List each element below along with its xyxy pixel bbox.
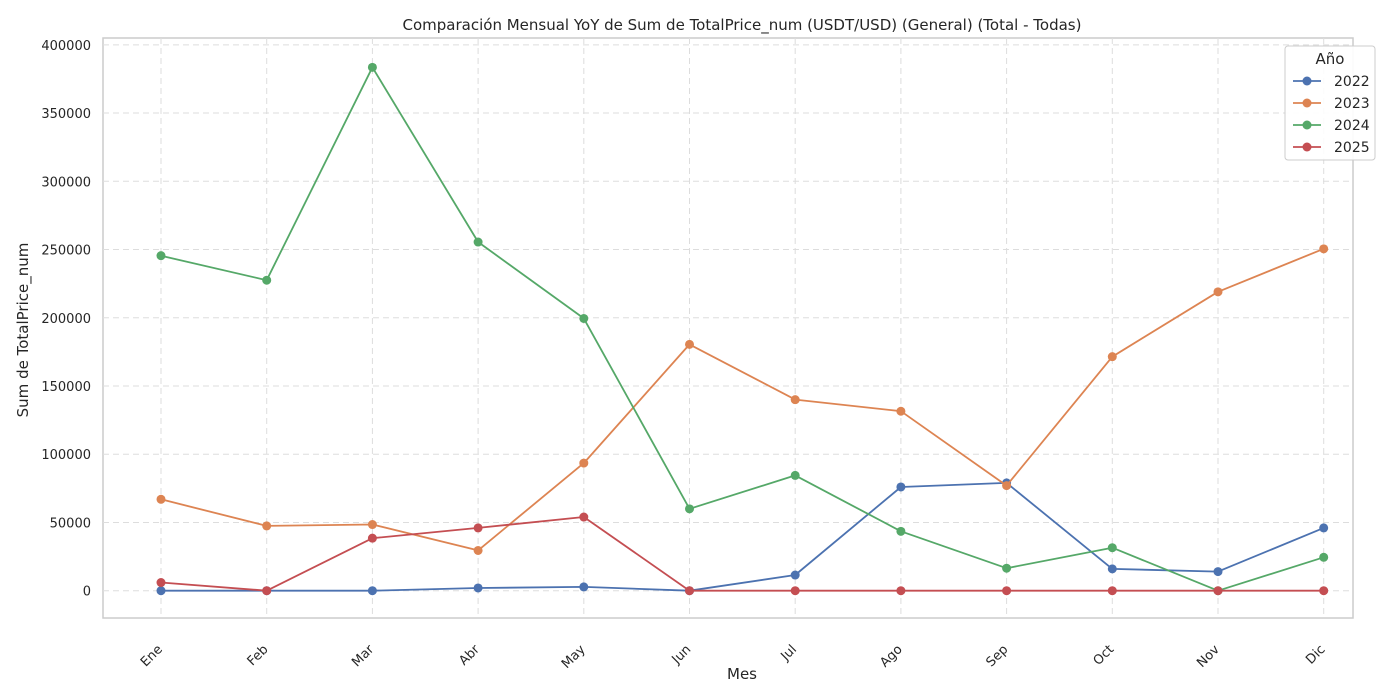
data-point-2022-Mar: [367, 586, 377, 596]
x-tick-label: Ene: [138, 642, 166, 670]
data-point-2023-Sep: [1002, 481, 1012, 491]
y-tick-label: 0: [83, 585, 91, 600]
y-tick-label: 400000: [41, 39, 91, 54]
x-axis-label: Mes: [727, 665, 757, 683]
x-tick-label: Dic: [1303, 642, 1328, 667]
legend-label: 2025: [1334, 140, 1370, 156]
legend-swatch-marker: [1302, 76, 1312, 86]
data-point-2025-May: [579, 512, 589, 522]
legend: Año 2022 2023 2024 2025: [1284, 45, 1376, 161]
data-point-2024-Feb: [262, 275, 272, 285]
data-point-2025-Jul: [790, 586, 800, 596]
data-point-2025-Nov: [1213, 586, 1223, 596]
data-point-2024-Ago: [896, 526, 906, 536]
data-point-2025-Ago: [896, 586, 906, 596]
y-tick-label: 100000: [41, 448, 91, 463]
x-tick-label: Jun: [669, 642, 695, 668]
data-point-2023-Dic: [1319, 244, 1329, 254]
x-tick-label: Nov: [1194, 642, 1223, 671]
legend-swatch-marker: [1302, 98, 1312, 108]
data-point-2025-Ene: [156, 578, 166, 588]
x-tick-label: Feb: [245, 642, 272, 669]
plot-area: [102, 37, 1354, 619]
data-point-2023-Mar: [367, 520, 377, 530]
data-point-2025-Dic: [1319, 586, 1329, 596]
series-line-2023: [160, 247, 1325, 552]
data-point-2022-Jul: [790, 570, 800, 580]
x-tick-label: Oct: [1091, 642, 1118, 669]
data-point-2023-Ago: [896, 406, 906, 416]
grid: [103, 38, 1353, 618]
data-point-2023-Jun: [685, 339, 694, 349]
data-point-2022-Ago: [896, 482, 906, 492]
y-axis-label: Sum de TotalPrice_num: [14, 243, 33, 418]
legend-box: [1284, 45, 1376, 161]
data-point-2023-Feb: [262, 521, 272, 531]
chart-title: Comparación Mensual YoY de Sum de TotalP…: [403, 16, 1082, 35]
x-tick-label: Mar: [349, 642, 377, 670]
series-2023: [156, 244, 1329, 555]
x-tick-label: Jul: [778, 642, 800, 664]
legend-label: 2023: [1334, 96, 1370, 112]
data-point-2023-Abr: [473, 545, 483, 555]
legend-label: 2022: [1334, 74, 1370, 90]
data-point-2023-Oct: [1107, 352, 1117, 362]
data-point-2023-May: [579, 458, 589, 468]
data-point-2025-Feb: [262, 586, 272, 596]
data-point-2025-Jun: [685, 586, 694, 596]
data-point-2025-Sep: [1002, 586, 1012, 596]
data-point-2022-Nov: [1213, 567, 1223, 577]
data-point-2024-Oct: [1107, 543, 1117, 553]
data-point-2024-Jun: [685, 504, 694, 514]
data-point-2024-Dic: [1319, 552, 1329, 562]
data-point-2024-Sep: [1002, 563, 1012, 573]
data-point-2023-Ene: [156, 494, 166, 504]
data-point-2023-Nov: [1213, 287, 1223, 297]
series-2025: [156, 512, 1329, 596]
y-tick-label: 350000: [41, 107, 91, 122]
data-point-2022-Oct: [1107, 564, 1117, 574]
data-point-2024-Mar: [367, 62, 377, 72]
series-line-2025: [160, 516, 1324, 592]
data-point-2025-Abr: [473, 523, 483, 533]
x-tick-label: Ago: [877, 642, 905, 670]
legend-swatch-marker: [1302, 120, 1312, 130]
y-tick-label: 50000: [50, 516, 91, 531]
data-point-2025-Oct: [1107, 586, 1117, 596]
data-point-2022-Dic: [1319, 523, 1329, 533]
legend-item-2022: 2022: [1293, 74, 1370, 90]
y-tick-label: 300000: [41, 175, 91, 190]
legend-item-2025: 2025: [1293, 140, 1370, 156]
data-point-2023-Jul: [790, 395, 800, 405]
legend-label: 2024: [1334, 118, 1370, 134]
y-tick-label: 150000: [41, 380, 91, 395]
y-tick-label: 250000: [41, 244, 91, 259]
x-tick-label: May: [559, 642, 589, 672]
legend-item-2024: 2024: [1293, 118, 1370, 134]
series-line-2024: [160, 66, 1324, 592]
series-line-2022: [161, 481, 1325, 592]
y-tick-label: 200000: [41, 312, 91, 327]
y-axis-ticks: 0 50000 100000 150000 200000 250000 300000 3500…: [41, 39, 91, 600]
legend-item-2023: 2023: [1293, 96, 1370, 112]
data-point-2024-Abr: [473, 237, 483, 247]
x-tick-label: Abr: [456, 642, 483, 669]
data-point-2022-Abr: [473, 583, 483, 593]
data-point-2022-May: [579, 582, 589, 592]
data-point-2025-Mar: [367, 533, 377, 543]
data-point-2024-Ene: [156, 251, 166, 261]
x-tick-label: Sep: [983, 642, 1011, 670]
data-point-2024-Jul: [790, 470, 800, 480]
legend-title: Año: [1316, 50, 1345, 68]
data-point-2024-May: [579, 313, 589, 323]
data-point-2022-Ene: [156, 586, 166, 596]
series-group: [156, 62, 1329, 596]
legend-swatch-marker: [1302, 142, 1312, 152]
